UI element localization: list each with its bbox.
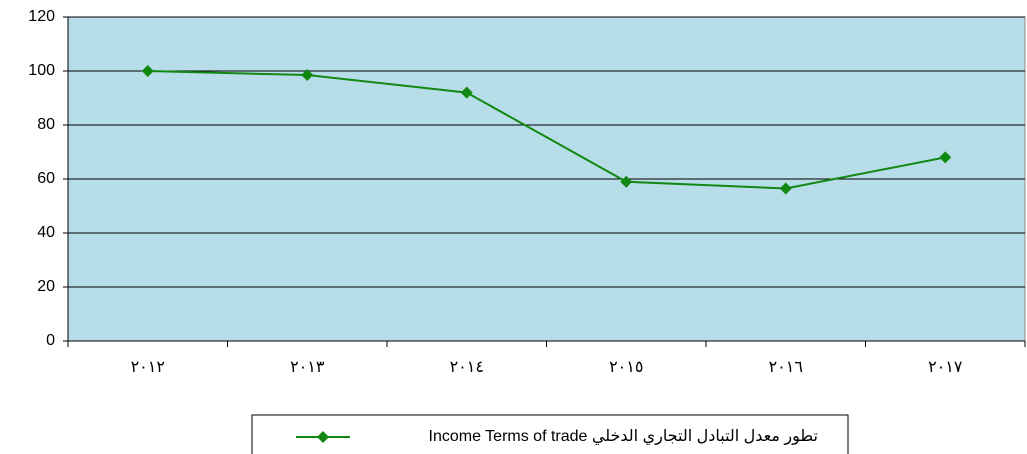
y-tick-label: 40	[37, 224, 55, 241]
point	[141, 65, 154, 77]
legend-marker	[317, 431, 329, 443]
point	[460, 86, 473, 99]
x-tick-label: ٢٠١٦	[769, 359, 803, 376]
series-line	[147, 70, 946, 190]
y-tick-label: 80	[37, 116, 55, 133]
x-tick-label: ٢٠١٢	[131, 359, 165, 376]
point	[939, 151, 952, 164]
point	[620, 175, 633, 188]
x-tick-label: ٢٠١٣	[290, 359, 325, 376]
y-tick-label: 0	[46, 332, 55, 349]
y-tick-label: 20	[37, 278, 55, 295]
x-tick-label: ٢٠١٥	[609, 359, 643, 376]
y-tick-label: 100	[28, 62, 55, 79]
y-tick-label: 60	[37, 170, 55, 187]
point	[301, 69, 314, 82]
legend-box	[251, 414, 849, 454]
x-tick-label: ٢٠١٤	[450, 359, 484, 376]
legend-label: تطور معدل التبادل التجاري الدخلي Income …	[429, 428, 818, 446]
point	[779, 182, 792, 195]
y-tick-label: 120	[28, 8, 55, 25]
x-tick-label: ٢٠١٧	[928, 359, 963, 376]
